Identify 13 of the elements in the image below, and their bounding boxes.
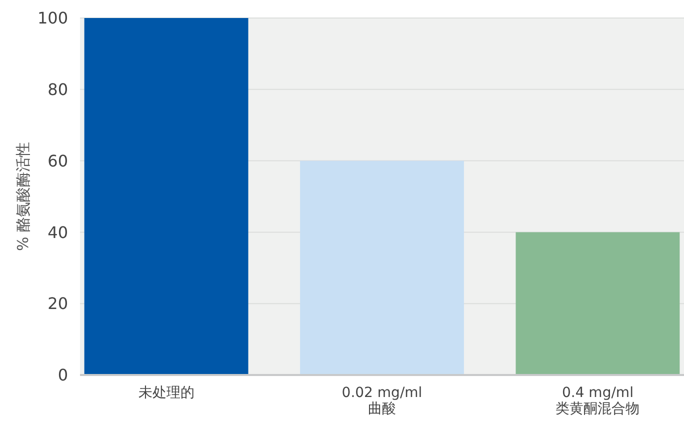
y-tick-label: 100: [37, 8, 68, 28]
y-tick-label: 20: [48, 294, 68, 314]
y-tick-label: 60: [48, 151, 68, 170]
y-tick-label: 40: [48, 222, 68, 242]
x-tick-label: 0.4 mg/ml 类黄酮混合物: [556, 385, 640, 417]
x-tick-label: 未处理的: [138, 385, 194, 401]
bar: [300, 160, 464, 375]
y-tick-label: 0: [58, 366, 68, 385]
bar: [84, 18, 248, 375]
y-tick-label: 80: [48, 80, 68, 99]
x-tick-label: 0.02 mg/ml 曲酸: [342, 385, 422, 417]
y-axis-title: % 酪氨酸酶活性: [14, 142, 32, 252]
bar: [516, 232, 680, 375]
